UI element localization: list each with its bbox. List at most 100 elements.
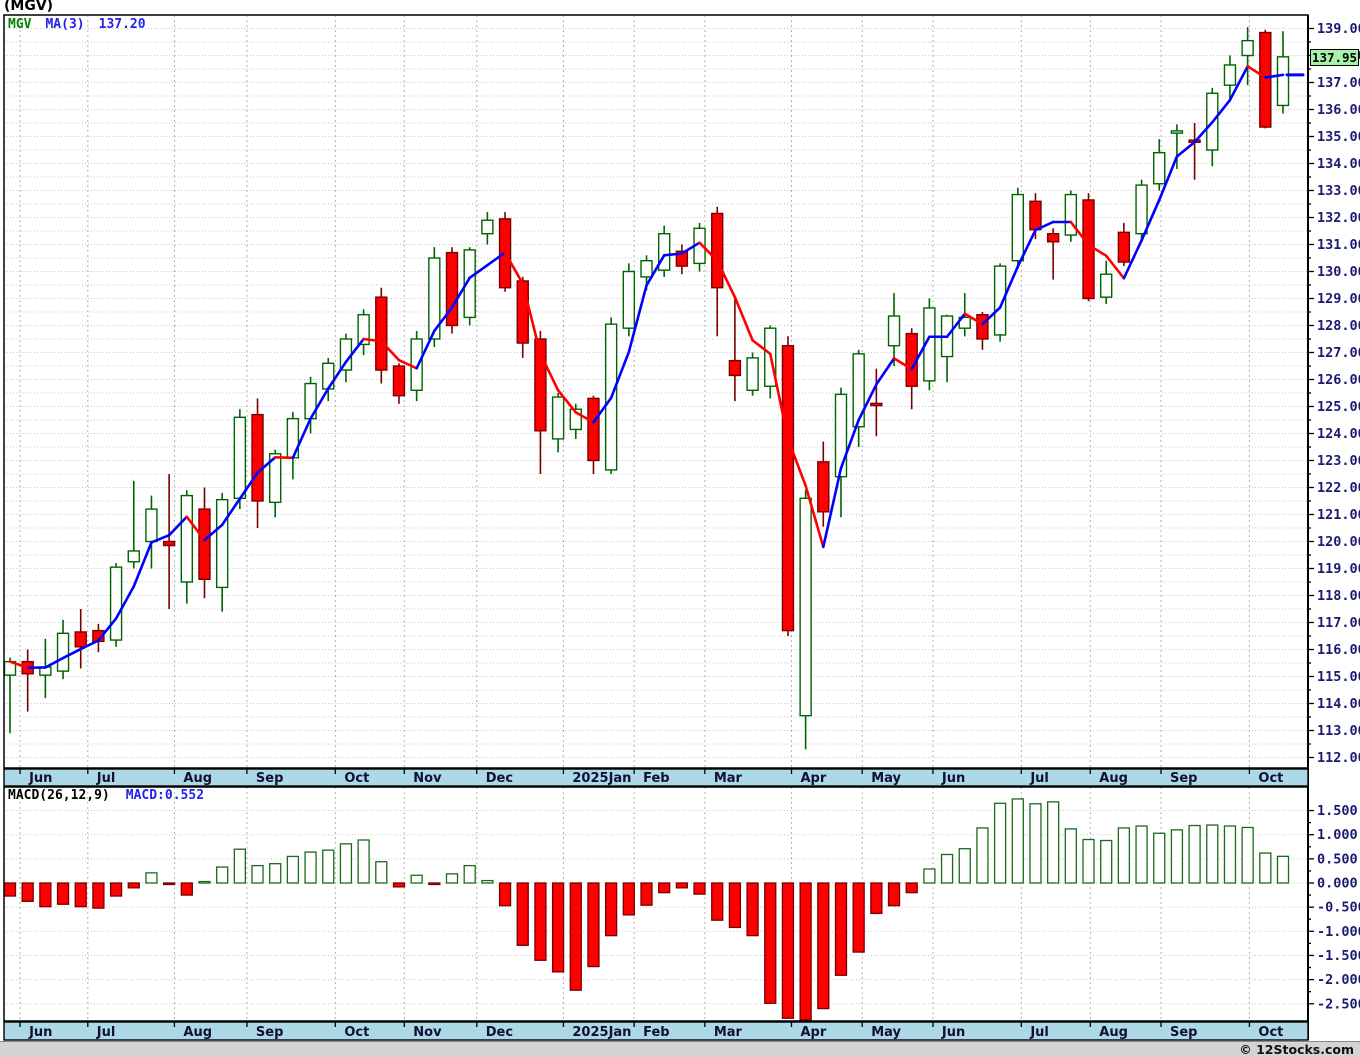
month-label: Mar [714,771,743,786]
month-label: Aug [1099,771,1128,786]
candle-body-up [217,500,228,588]
candle-body-up [1101,274,1112,297]
macd-bar-positive [959,849,970,883]
macd-bar-positive [447,874,458,883]
macd-bar-negative [853,883,864,952]
candle-body-down [1030,201,1041,229]
candle-body-down [729,361,740,376]
macd-bar-negative [128,883,139,888]
ma-segment-up [876,358,894,384]
ma-label: MA(3) [45,17,84,32]
price-tick-label: 129.00 [1317,291,1360,307]
macd-bar-negative [111,883,122,896]
macd-bar-positive [376,862,387,883]
macd-bar-positive [146,873,157,883]
candle-body-up [1154,153,1165,184]
macd-tick-label: 1.000 [1317,827,1358,843]
candle-body-up [747,358,758,390]
macd-bar-negative [694,883,705,894]
macd-gridlines [4,787,1308,1021]
month-label: Aug [183,771,212,786]
macd-bar-positive [1065,829,1076,883]
macd-bar-negative [747,883,758,936]
price-tick-label: 131.00 [1317,237,1360,253]
macd-params-label: MACD(26,12,9) [8,788,110,803]
candle-body-up [800,498,811,715]
price-tick-label: 114.00 [1317,696,1360,712]
macd-bar-negative [782,883,793,1018]
macd-tick-label: -2.000 [1317,972,1360,988]
price-tick-label: 127.00 [1317,345,1360,361]
candles-layer [5,27,1289,749]
macd-bar-positive [287,856,298,883]
candle-body-down [1118,232,1129,262]
month-label: Feb [643,1025,669,1040]
macd-bar-positive [1260,853,1271,883]
candle-body-down [1260,33,1271,128]
month-label: Dec [486,771,513,786]
price-tick-label: 123.00 [1317,453,1360,469]
month-label: Oct [344,771,369,786]
macd-bar-positive [340,844,351,883]
month-label: May [871,771,901,786]
macd-bar-negative [500,883,511,906]
macd-bar-positive [1083,840,1094,883]
price-tick-label: 115.00 [1317,669,1360,685]
ma-segment-up [134,542,152,586]
macd-bar-positive [411,875,422,883]
price-tick-label: 125.00 [1317,399,1360,415]
month-label: Nov [413,771,442,786]
macd-bar-positive [1030,804,1041,883]
price-tick-label: 135.00 [1317,129,1360,145]
price-tick-label: 132.00 [1317,210,1360,226]
last-price-badge: 137.95 [1310,49,1359,66]
candle-body-up [553,397,564,439]
macd-bar-positive [1242,827,1253,883]
month-label: Apr [800,1025,826,1040]
macd-tick-label: -1.500 [1317,948,1360,964]
macd-bar-positive [1118,828,1129,883]
macd-bar-negative [606,883,617,936]
candle-body-up [482,220,493,234]
macd-bar-negative [5,883,16,896]
month-label: Jun [28,1025,52,1040]
macd-tick-label: 1.500 [1317,803,1358,819]
macd-tick-label: -0.500 [1317,900,1360,916]
macd-bar-negative [889,883,900,906]
ma-segment-up [1177,142,1195,156]
right-axis: 112.00113.00114.00115.00116.00117.00118.… [1308,15,1360,1040]
macd-bar-negative [800,883,811,1020]
macd-bar-positive [358,840,369,883]
macd-bar-negative [535,883,546,960]
price-tick-label: 137.00 [1317,75,1360,91]
month-label: Apr [800,771,826,786]
month-label: Jun [941,1025,965,1040]
month-label: Mar [714,1025,743,1040]
macd-bar-negative [765,883,776,1003]
macd-tick-label: -1.000 [1317,924,1360,940]
page-title: (MGV) [4,0,53,14]
price-tick-label: 128.00 [1317,318,1360,334]
footer-bar: © 12Stocks.com [0,1041,1360,1057]
macd-bar-positive [995,803,1006,883]
macd-bar-positive [1101,840,1112,883]
month-label: Oct [1258,1025,1283,1040]
price-tick-label: 119.00 [1317,561,1360,577]
candle-body-up [323,363,334,389]
month-label: Sep [1170,1025,1198,1040]
month-label: Aug [1099,1025,1128,1040]
candle-body-up [411,339,422,390]
price-tick-label: 112.00 [1317,750,1360,766]
candle-body-up [1224,65,1235,85]
candle-body-down [712,213,723,287]
month-label: Jul [1029,771,1049,786]
macd-histogram [5,799,1289,1020]
macd-bar-negative [181,883,192,895]
candle-body-down [376,297,387,370]
macd-tick-label: 0.500 [1317,851,1358,867]
month-label: Sep [1170,771,1198,786]
candle-body-down [588,398,599,460]
copyright-link[interactable]: © 12Stocks.com [1239,1042,1354,1057]
